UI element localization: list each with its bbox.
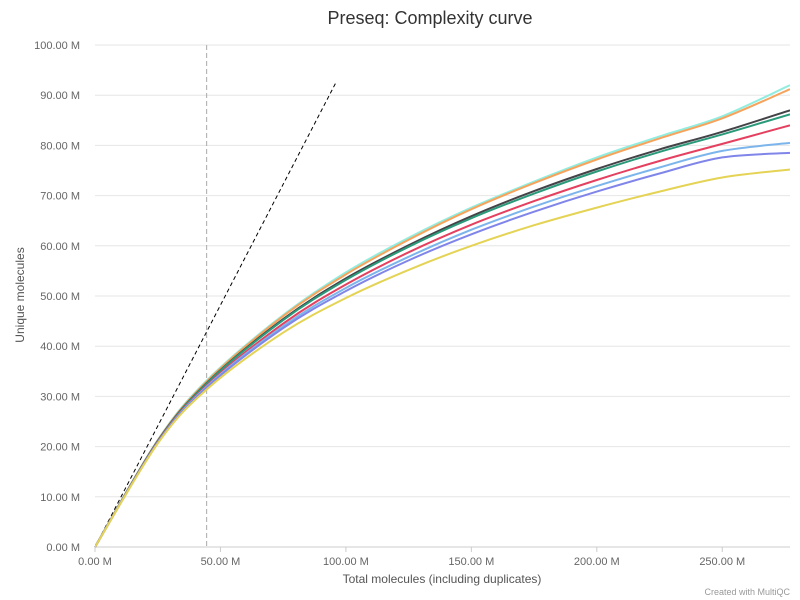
y-tick-label: 40.00 M xyxy=(40,341,80,353)
y-tick-label: 80.00 M xyxy=(40,140,80,152)
series-line-sample-7 xyxy=(95,151,790,548)
grid xyxy=(95,44,790,548)
axis-ticks: 0.00 M 10.00 M 20.00 M 30.00 M 40.00 M 50.00 … xyxy=(34,40,745,568)
x-tick-label: 50.00 M xyxy=(201,556,241,568)
series-line-sample-5 xyxy=(95,124,790,548)
series-line-sample-8 xyxy=(95,168,790,548)
x-tick-label: 250.00 M xyxy=(699,556,745,568)
y-tick-label: 0.00 M xyxy=(46,542,80,554)
y-tick-label: 60.00 M xyxy=(40,241,80,253)
chart-title: Preseq: Complexity curve xyxy=(327,8,532,28)
x-tick-label: 0.00 M xyxy=(78,556,112,568)
y-tick-label: 100.00 M xyxy=(34,40,80,52)
x-tick-label: 150.00 M xyxy=(448,556,494,568)
x-tick-label: 200.00 M xyxy=(574,556,620,568)
perfect-library-line xyxy=(94,82,337,548)
series-lines xyxy=(95,84,790,548)
series-line-sample-3 xyxy=(95,109,790,548)
series-line-sample-4 xyxy=(95,113,790,548)
y-axis-label: Unique molecules xyxy=(13,247,27,342)
y-tick-label: 20.00 M xyxy=(40,442,80,454)
x-axis-label: Total molecules (including duplicates) xyxy=(343,572,542,586)
x-tick-label: 100.00 M xyxy=(323,556,369,568)
series-line-sample-2 xyxy=(95,88,790,548)
y-tick-label: 90.00 M xyxy=(40,90,80,102)
credit-text: Created with MultiQC xyxy=(704,587,790,597)
y-tick-label: 70.00 M xyxy=(40,191,80,203)
reference-lines xyxy=(94,45,337,548)
y-tick-label: 30.00 M xyxy=(40,391,80,403)
y-tick-label: 50.00 M xyxy=(40,291,80,303)
y-tick-label: 10.00 M xyxy=(40,492,80,504)
